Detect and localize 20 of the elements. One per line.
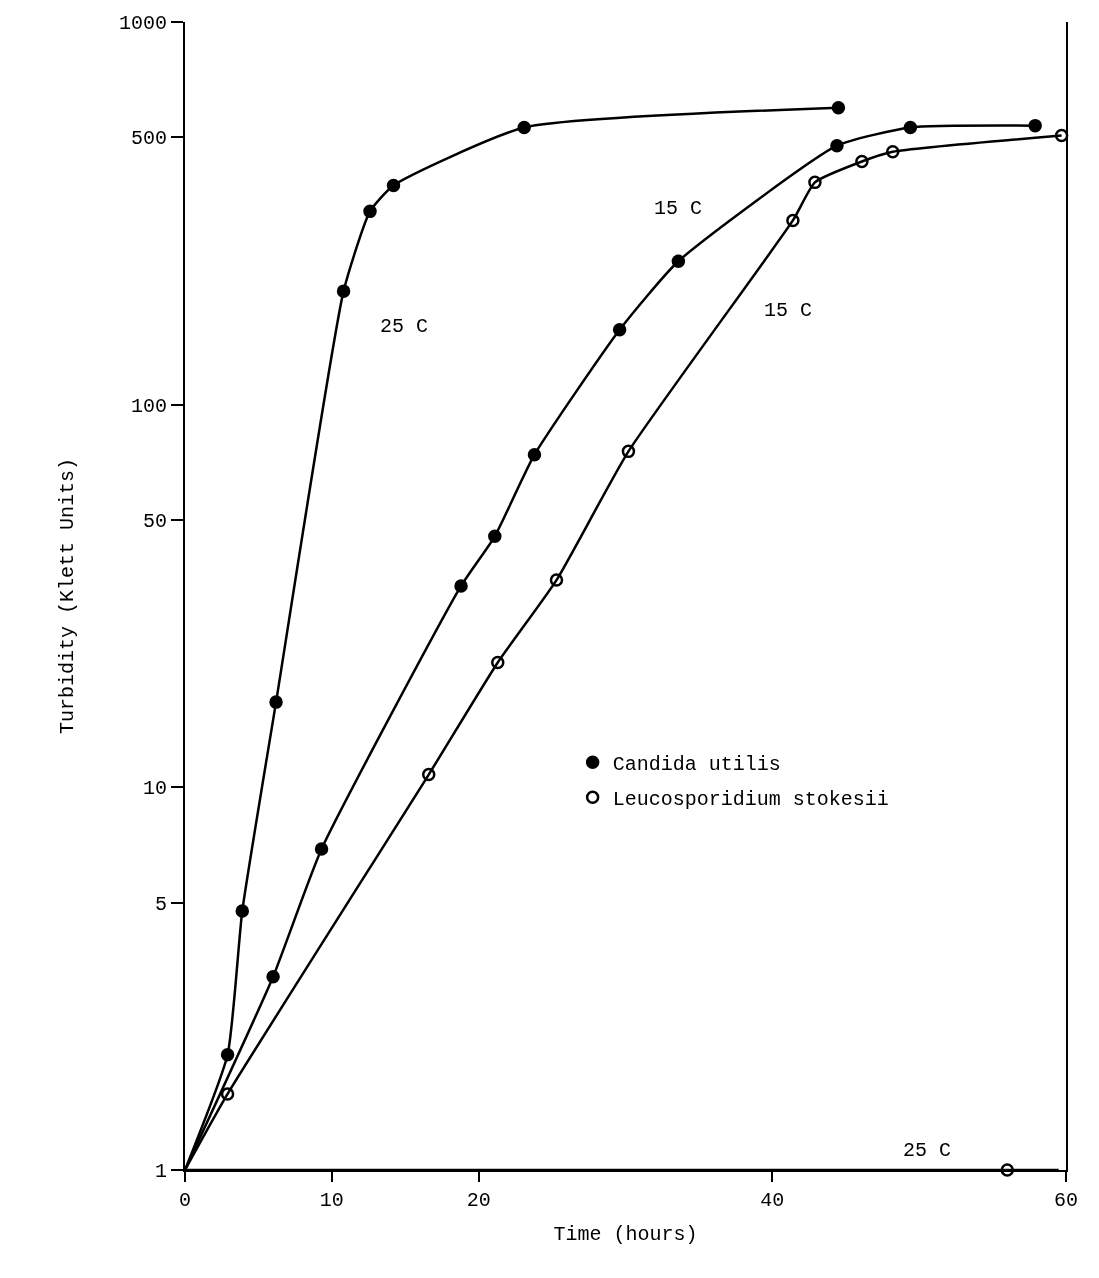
legend-label: Leucosporidium stokesii (612, 787, 889, 811)
x-tick-label: 10 (319, 1189, 344, 1212)
y-tick-label: 100 (130, 394, 167, 418)
y-tick-label: 1 (154, 1160, 167, 1183)
x-tick-label: 60 (1053, 1189, 1079, 1212)
x-tick-label: 40 (760, 1189, 785, 1212)
y-tick-label: 5 (154, 892, 167, 916)
x-tick-label: 20 (466, 1189, 491, 1212)
annotation: 25 C (903, 1139, 952, 1162)
annotation: 25 C (380, 315, 429, 338)
y-tick-label: 1000 (118, 12, 167, 35)
legend-label: Candida utilis (612, 752, 781, 776)
y-tick-label: 10 (142, 777, 167, 801)
y-tick-label: 500 (130, 127, 167, 151)
y-tick-label: 50 (142, 509, 167, 533)
annotation: 15 C (764, 299, 813, 322)
x-axis-title: Time (hours) (553, 1223, 698, 1246)
annotation: 15 C (654, 197, 703, 220)
y-axis-title: Turbidity (Klett Units) (55, 457, 79, 735)
x-tick-label: 0 (178, 1189, 192, 1212)
